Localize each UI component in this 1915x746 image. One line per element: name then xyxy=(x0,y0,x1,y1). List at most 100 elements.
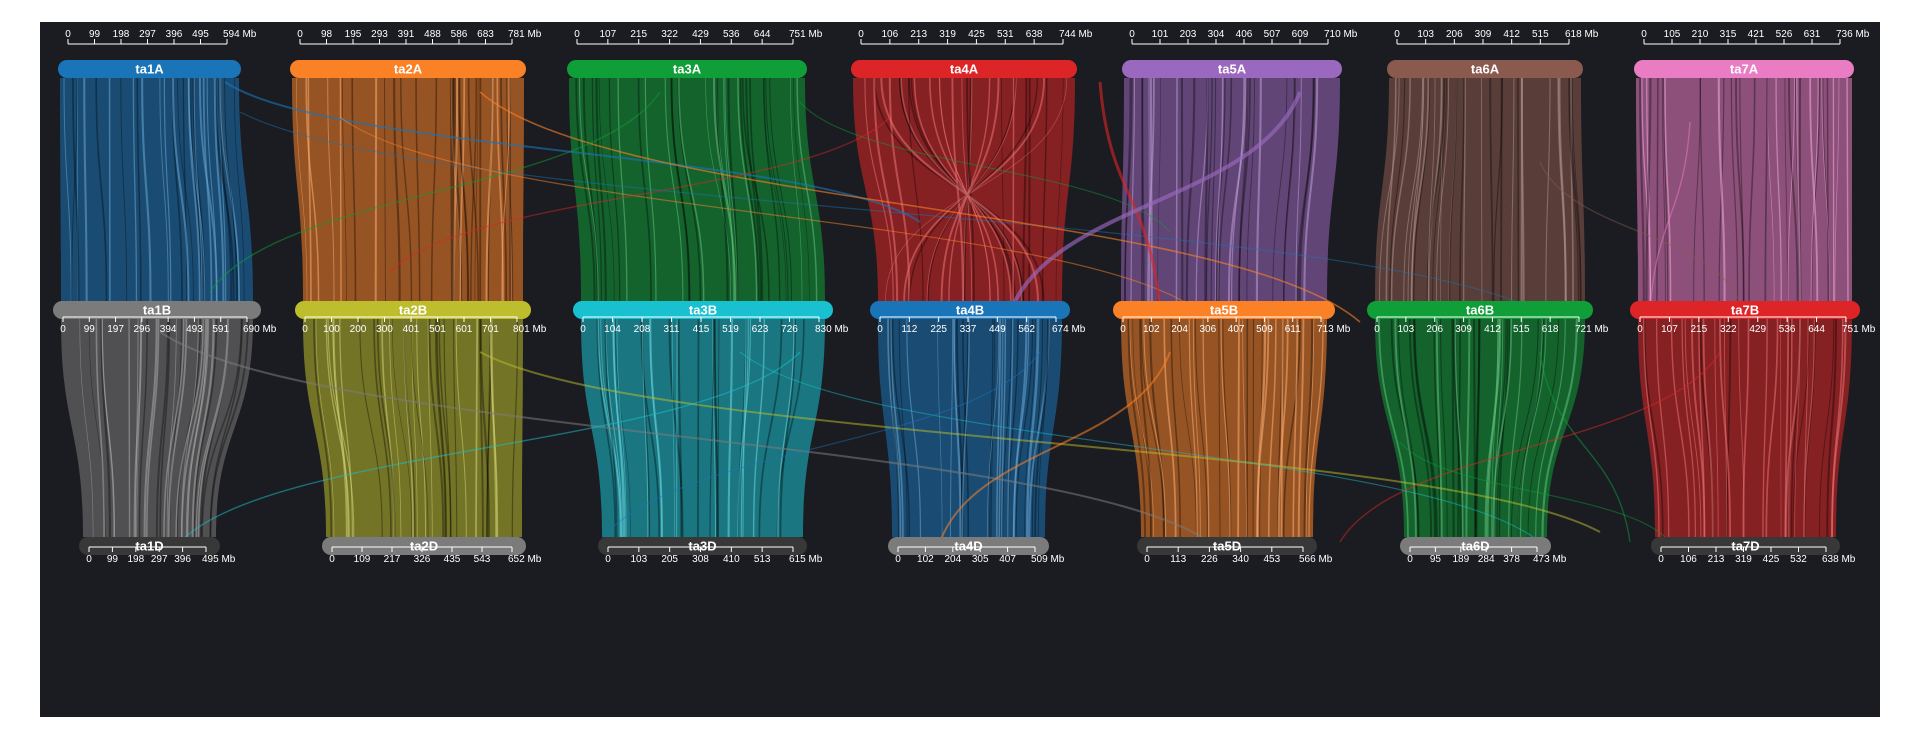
chromosome-bar[interactable] xyxy=(851,60,1077,78)
chromosome-bar[interactable] xyxy=(888,537,1049,555)
chromosome-bar[interactable] xyxy=(1387,60,1583,78)
chromosome-ta1B[interactable]: ta1B xyxy=(53,301,261,319)
chromosome-bar[interactable] xyxy=(53,301,261,319)
chromosome-ta2D[interactable]: ta2D xyxy=(322,537,526,555)
chromosome-ta3A[interactable]: ta3A xyxy=(567,60,807,78)
synteny-strand xyxy=(1818,318,1835,538)
chromosome-ta2A[interactable]: ta2A xyxy=(290,60,526,78)
tick-label: 566 Mb xyxy=(1299,554,1333,565)
tick-label: 744 Mb xyxy=(1059,29,1093,40)
axis-ta6D: 0 95 189 284 378 473 Mb xyxy=(1407,546,1567,565)
chromosome-ta6B[interactable]: ta6B xyxy=(1367,301,1593,319)
synteny-strand xyxy=(1639,77,1645,302)
chromosome-ta6D[interactable]: ta6D xyxy=(1400,537,1551,555)
synteny-strand xyxy=(777,318,795,538)
synteny-strand xyxy=(1788,318,1791,538)
tick-label: 615 Mb xyxy=(789,554,823,565)
synteny-strand xyxy=(951,77,964,302)
chromosome-ta3D[interactable]: ta3D xyxy=(598,537,807,555)
chromosome-ta7B[interactable]: ta7B xyxy=(1630,301,1860,319)
tick-label: 213 xyxy=(1708,554,1725,565)
chromosome-bar[interactable] xyxy=(1367,301,1593,319)
tick-label: 0 xyxy=(574,29,580,40)
synteny-strand xyxy=(640,318,661,538)
chromosome-ta4D[interactable]: ta4D xyxy=(888,537,1049,555)
chromosome-bar[interactable] xyxy=(1113,301,1335,319)
synteny-strand xyxy=(128,318,131,538)
chromosome-ta7A[interactable]: ta7A xyxy=(1634,60,1854,78)
chromosome-bar[interactable] xyxy=(1651,537,1840,555)
synteny-strand xyxy=(1427,77,1443,302)
chromosome-bar[interactable] xyxy=(1400,537,1551,555)
synteny-strand xyxy=(188,77,206,302)
chromosome-ta4B[interactable]: ta4B xyxy=(870,301,1070,319)
chromosome-ta5D[interactable]: ta5D xyxy=(1137,537,1317,555)
chromosome-bar[interactable] xyxy=(58,60,241,78)
synteny-strand xyxy=(500,77,508,302)
chromosome-axes: 0 99 198 297 396 495 594 Mb ta1A ta1B 0 99 197 296 39… xyxy=(53,29,1876,565)
synteny-strand xyxy=(617,77,628,302)
chromosome-ta6A[interactable]: ta6A xyxy=(1387,60,1583,78)
synteny-strand xyxy=(1149,318,1165,538)
synteny-strand xyxy=(1157,77,1162,302)
chromosome-bar[interactable] xyxy=(322,537,526,555)
synteny-strand xyxy=(1475,318,1481,538)
synteny-strand xyxy=(888,77,911,302)
tick-label: 644 xyxy=(1808,324,1825,335)
chromosome-ta4A[interactable]: ta4A xyxy=(851,60,1077,78)
tick-label: 200 xyxy=(350,324,367,335)
synteny-strand xyxy=(712,318,716,538)
synteny-strand xyxy=(963,77,972,302)
tick-label: 319 xyxy=(939,29,956,40)
tick-label: 95 xyxy=(1430,554,1442,565)
synteny-strand xyxy=(1698,318,1706,538)
synteny-strand xyxy=(218,77,227,302)
chromosome-ta5B[interactable]: ta5B xyxy=(1113,301,1335,319)
synteny-strand xyxy=(1149,77,1153,302)
tick-label: 100 xyxy=(323,324,340,335)
chromosome-bar[interactable] xyxy=(1630,301,1860,319)
chromosome-bar[interactable] xyxy=(598,537,807,555)
synteny-strand xyxy=(1283,77,1295,302)
chromosome-bar[interactable] xyxy=(290,60,526,78)
chromosome-bar[interactable] xyxy=(573,301,833,319)
synteny-strand xyxy=(1140,318,1165,538)
synteny-strand xyxy=(1693,77,1701,302)
tick-label: 586 xyxy=(451,29,468,40)
synteny-strand xyxy=(1246,77,1255,302)
chromosome-bar[interactable] xyxy=(79,537,220,555)
translocation-link xyxy=(1539,161,1741,303)
tick-label: 618 xyxy=(1542,324,1559,335)
chromosome-ta1D[interactable]: ta1D xyxy=(79,537,220,555)
chromosome-ta1A[interactable]: ta1A xyxy=(58,60,241,78)
tick-label: 217 xyxy=(384,554,401,565)
synteny-strand xyxy=(1282,318,1301,538)
synteny-strand xyxy=(697,318,700,538)
synteny-strand xyxy=(1012,318,1030,538)
chromosome-ta3B[interactable]: ta3B xyxy=(573,301,833,319)
synteny-strand xyxy=(908,77,924,302)
chromosome-bar[interactable] xyxy=(1634,60,1854,78)
chromosome-bar[interactable] xyxy=(870,301,1070,319)
synteny-strand xyxy=(1185,77,1196,302)
tick-label: 0 xyxy=(1658,554,1664,565)
tick-label: 99 xyxy=(89,29,101,40)
chromosome-bar[interactable] xyxy=(295,301,531,319)
tick-label: 204 xyxy=(1171,324,1188,335)
tick-label: 198 xyxy=(127,554,144,565)
synteny-strand xyxy=(1500,77,1503,302)
synteny-strand xyxy=(1473,318,1477,538)
synteny-strand xyxy=(1037,318,1049,538)
synteny-strand xyxy=(342,77,347,302)
synteny-strand xyxy=(1220,318,1231,538)
axis-ta6B: 0 103 206 309 412 515 618 721 Mb xyxy=(1374,316,1609,335)
chromosome-ta5A[interactable]: ta5A xyxy=(1122,60,1342,78)
chromosome-ta2B[interactable]: ta2B xyxy=(295,301,531,319)
synteny-strand xyxy=(1002,318,1012,538)
synteny-strand xyxy=(642,318,649,538)
synteny-strand xyxy=(327,77,335,302)
chromosome-bar[interactable] xyxy=(1122,60,1342,78)
chromosome-bar[interactable] xyxy=(567,60,807,78)
synteny-strand xyxy=(740,318,749,538)
chromosome-ta7D[interactable]: ta7D xyxy=(1651,537,1840,555)
